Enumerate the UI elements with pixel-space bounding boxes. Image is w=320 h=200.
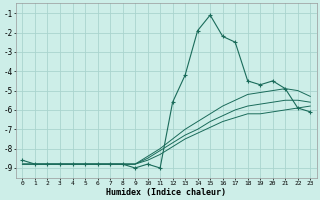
X-axis label: Humidex (Indice chaleur): Humidex (Indice chaleur) bbox=[106, 188, 226, 197]
